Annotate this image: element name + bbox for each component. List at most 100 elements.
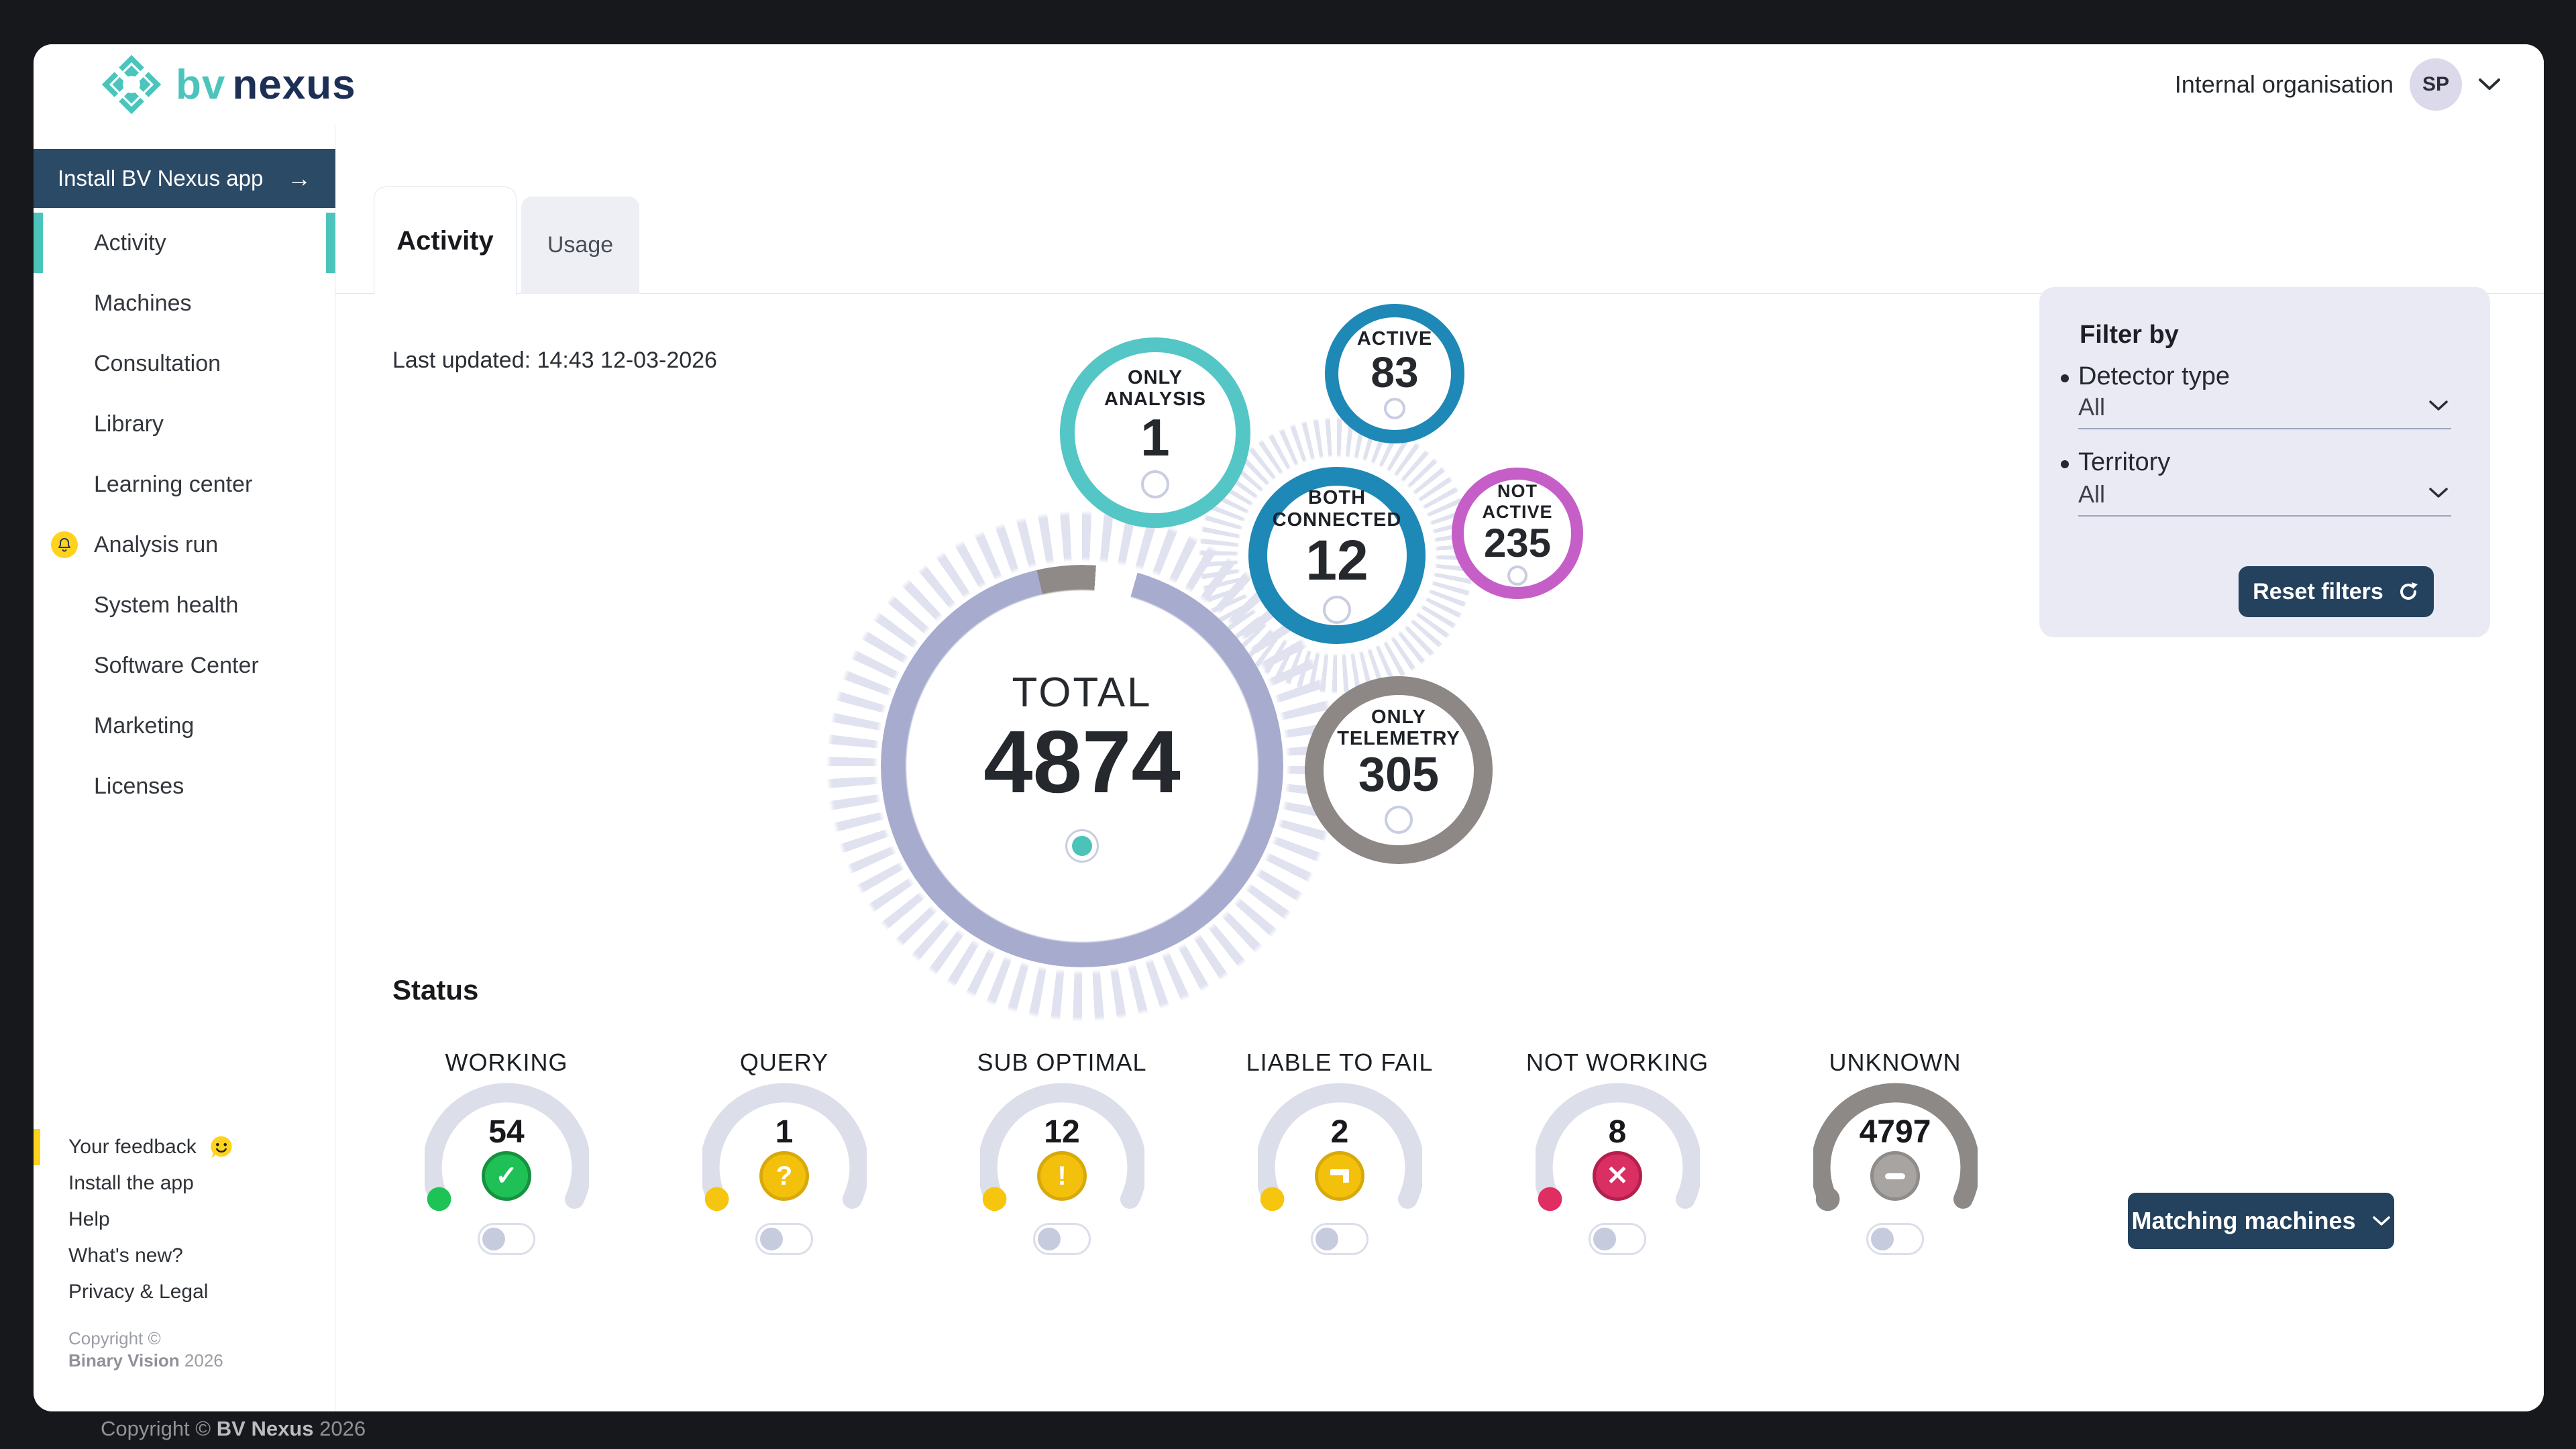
sidebar-item-system-health[interactable]: System health: [94, 592, 239, 618]
gauge-arc: 12 !: [979, 1081, 1144, 1216]
sidebar-item-machines[interactable]: Machines: [94, 290, 192, 316]
bubble-value: 1: [1140, 407, 1170, 467]
reset-refresh-icon: [2400, 582, 2418, 600]
gauge-label: QUERY: [739, 1049, 829, 1076]
bubble-radio-only-analysis[interactable]: [1141, 470, 1169, 499]
bubble-label: ACTIVE: [1356, 328, 1433, 350]
sidebar-nav: Activity Machines Consultation Library L…: [34, 213, 335, 816]
arrow-right-icon: →: [287, 164, 311, 192]
gauge-label: WORKING: [445, 1049, 568, 1076]
liable-to-fail-toggle[interactable]: [1311, 1223, 1368, 1255]
main-content: Activity Usage Last updated: 14:43 12-03…: [335, 125, 2544, 1411]
filter-title: Filter by: [2080, 321, 2179, 349]
bubble-only-telemetry: ONLY TELEMETRY 305: [1305, 676, 1493, 864]
detector-type-chevron-down-icon[interactable]: [2428, 400, 2449, 412]
sidebar-item-learning-center[interactable]: Learning center: [94, 471, 253, 497]
gauge-arc: 4797: [1813, 1081, 1978, 1216]
brand-bv: bv: [176, 61, 226, 108]
sidebar-link-whats-new[interactable]: What's new?: [68, 1244, 183, 1267]
gauge-value: 4797: [1859, 1114, 1931, 1150]
tab-divider: [335, 293, 2544, 294]
bubble-value: 235: [1483, 520, 1552, 566]
sidebar-copyright: Copyright © Binary Vision 2026: [68, 1328, 223, 1371]
sub-optimal-toggle[interactable]: [1033, 1223, 1091, 1255]
tab-activity[interactable]: Activity: [374, 186, 517, 294]
check-circle-icon: ✓: [482, 1151, 531, 1201]
sidebar-item-marketing[interactable]: Marketing: [94, 712, 195, 739]
brand-name: bv nexus: [176, 61, 356, 109]
gauge-label: SUB OPTIMAL: [977, 1049, 1147, 1076]
install-banner-label: Install BV Nexus app: [58, 166, 264, 191]
brand-nexus: nexus: [232, 61, 356, 108]
bubble-radio-both-connected[interactable]: [1323, 595, 1351, 624]
working-toggle[interactable]: [478, 1223, 535, 1255]
gauge-label: UNKNOWN: [1829, 1049, 1962, 1076]
organisation-label: Internal organisation: [2174, 70, 2394, 98]
corner-flag-circle-icon: [1315, 1151, 1364, 1201]
sidebar-item-library[interactable]: Library: [94, 411, 164, 437]
sidebar-link-your-feedback[interactable]: Your feedback: [34, 1129, 335, 1165]
matching-machines-chevron-down-icon: [2372, 1216, 2390, 1226]
gauge-value: 12: [1044, 1114, 1080, 1150]
bubble-radio-not-active[interactable]: [1507, 565, 1527, 586]
status-gauge-liable-to-fail: LIABLE TO FAIL 2: [1226, 1048, 1454, 1255]
gauge-label: LIABLE TO FAIL: [1246, 1049, 1434, 1076]
gauge-arc: 54 ✓: [424, 1081, 589, 1216]
not-working-toggle[interactable]: [1589, 1223, 1646, 1255]
toggle-knob: [1038, 1228, 1061, 1250]
toggle-knob: [1593, 1228, 1616, 1250]
territory-select[interactable]: All: [2078, 480, 2106, 508]
territory-chevron-down-icon[interactable]: [2428, 487, 2449, 499]
gauge-value: 2: [1330, 1114, 1349, 1150]
bv-diamond-icon: [101, 54, 162, 115]
account-chevron-down-icon[interactable]: [2478, 78, 2501, 91]
bubble-label: ANALYSIS: [1104, 388, 1206, 411]
sidebar-link-help[interactable]: Help: [68, 1208, 110, 1230]
page-copyright: Copyright © BV Nexus 2026: [101, 1417, 366, 1440]
tab-usage[interactable]: Usage: [521, 197, 639, 294]
query-toggle[interactable]: [755, 1223, 813, 1255]
cross-circle-icon: ✕: [1593, 1151, 1642, 1201]
bubble-only-analysis: ONLY ANALYSIS 1: [1060, 337, 1250, 528]
filter-label-detector-type: Detector type: [2061, 362, 2230, 390]
reset-filters-button[interactable]: Reset filters: [2239, 566, 2434, 617]
bubble-total: TOTAL 4874: [881, 565, 1283, 967]
territory-underline: [2078, 515, 2451, 517]
question-circle-icon: ?: [759, 1151, 809, 1201]
unknown-toggle[interactable]: [1866, 1223, 1924, 1255]
gauge-value: 8: [1608, 1114, 1627, 1150]
brand-logo: bv nexus: [101, 44, 356, 125]
matching-machines-button[interactable]: Matching machines: [2128, 1193, 2394, 1249]
gauge-arc: 8 ✕: [1535, 1081, 1700, 1216]
minus-circle-icon: [1870, 1151, 1920, 1201]
active-accent-bar: [34, 213, 43, 273]
total-ring: [881, 565, 1283, 967]
bubble-value: 305: [1358, 747, 1440, 802]
bubble-radio-only-telemetry[interactable]: [1385, 806, 1413, 835]
avatar[interactable]: SP: [2410, 58, 2462, 111]
gauge-value: 1: [775, 1114, 794, 1150]
sidebar-item-activity[interactable]: Activity: [34, 213, 335, 273]
bubble-value: 12: [1305, 529, 1368, 592]
sidebar: Install BV Nexus app → Activity Machines…: [34, 125, 335, 1411]
sidebar-link-install-the-app[interactable]: Install the app: [68, 1172, 194, 1194]
sidebar-item-licenses[interactable]: Licenses: [94, 773, 184, 799]
bubble-radio-active[interactable]: [1384, 397, 1405, 419]
detector-type-select[interactable]: All: [2078, 393, 2106, 421]
sidebar-item-analysis-run[interactable]: Analysis run: [34, 515, 335, 575]
sidebar-item-consultation[interactable]: Consultation: [94, 350, 221, 376]
bubble-not-active: NOT ACTIVE 235: [1452, 468, 1583, 599]
gauge-arc: 1 ?: [702, 1081, 867, 1216]
bubble-both-connected: BOTH CONNECTED 12: [1248, 467, 1426, 644]
bubble-active: ACTIVE 83: [1325, 304, 1464, 443]
gauge-arc: 2: [1257, 1081, 1422, 1216]
install-bv-nexus-app-banner[interactable]: Install BV Nexus app →: [34, 149, 335, 208]
toggle-knob: [482, 1228, 505, 1250]
top-bar: bv nexus Internal organisation SP: [34, 44, 2544, 125]
status-gauge-not-working: NOT WORKING 8 ✕: [1503, 1048, 1731, 1255]
sidebar-link-privacy-legal[interactable]: Privacy & Legal: [68, 1281, 209, 1303]
sidebar-item-software-center[interactable]: Software Center: [94, 652, 259, 678]
bubble-label: BOTH: [1307, 487, 1366, 509]
sidebar-footer: Your feedback Install the app Help What'…: [34, 1129, 335, 1371]
feedback-accent-bar: [34, 1129, 40, 1165]
